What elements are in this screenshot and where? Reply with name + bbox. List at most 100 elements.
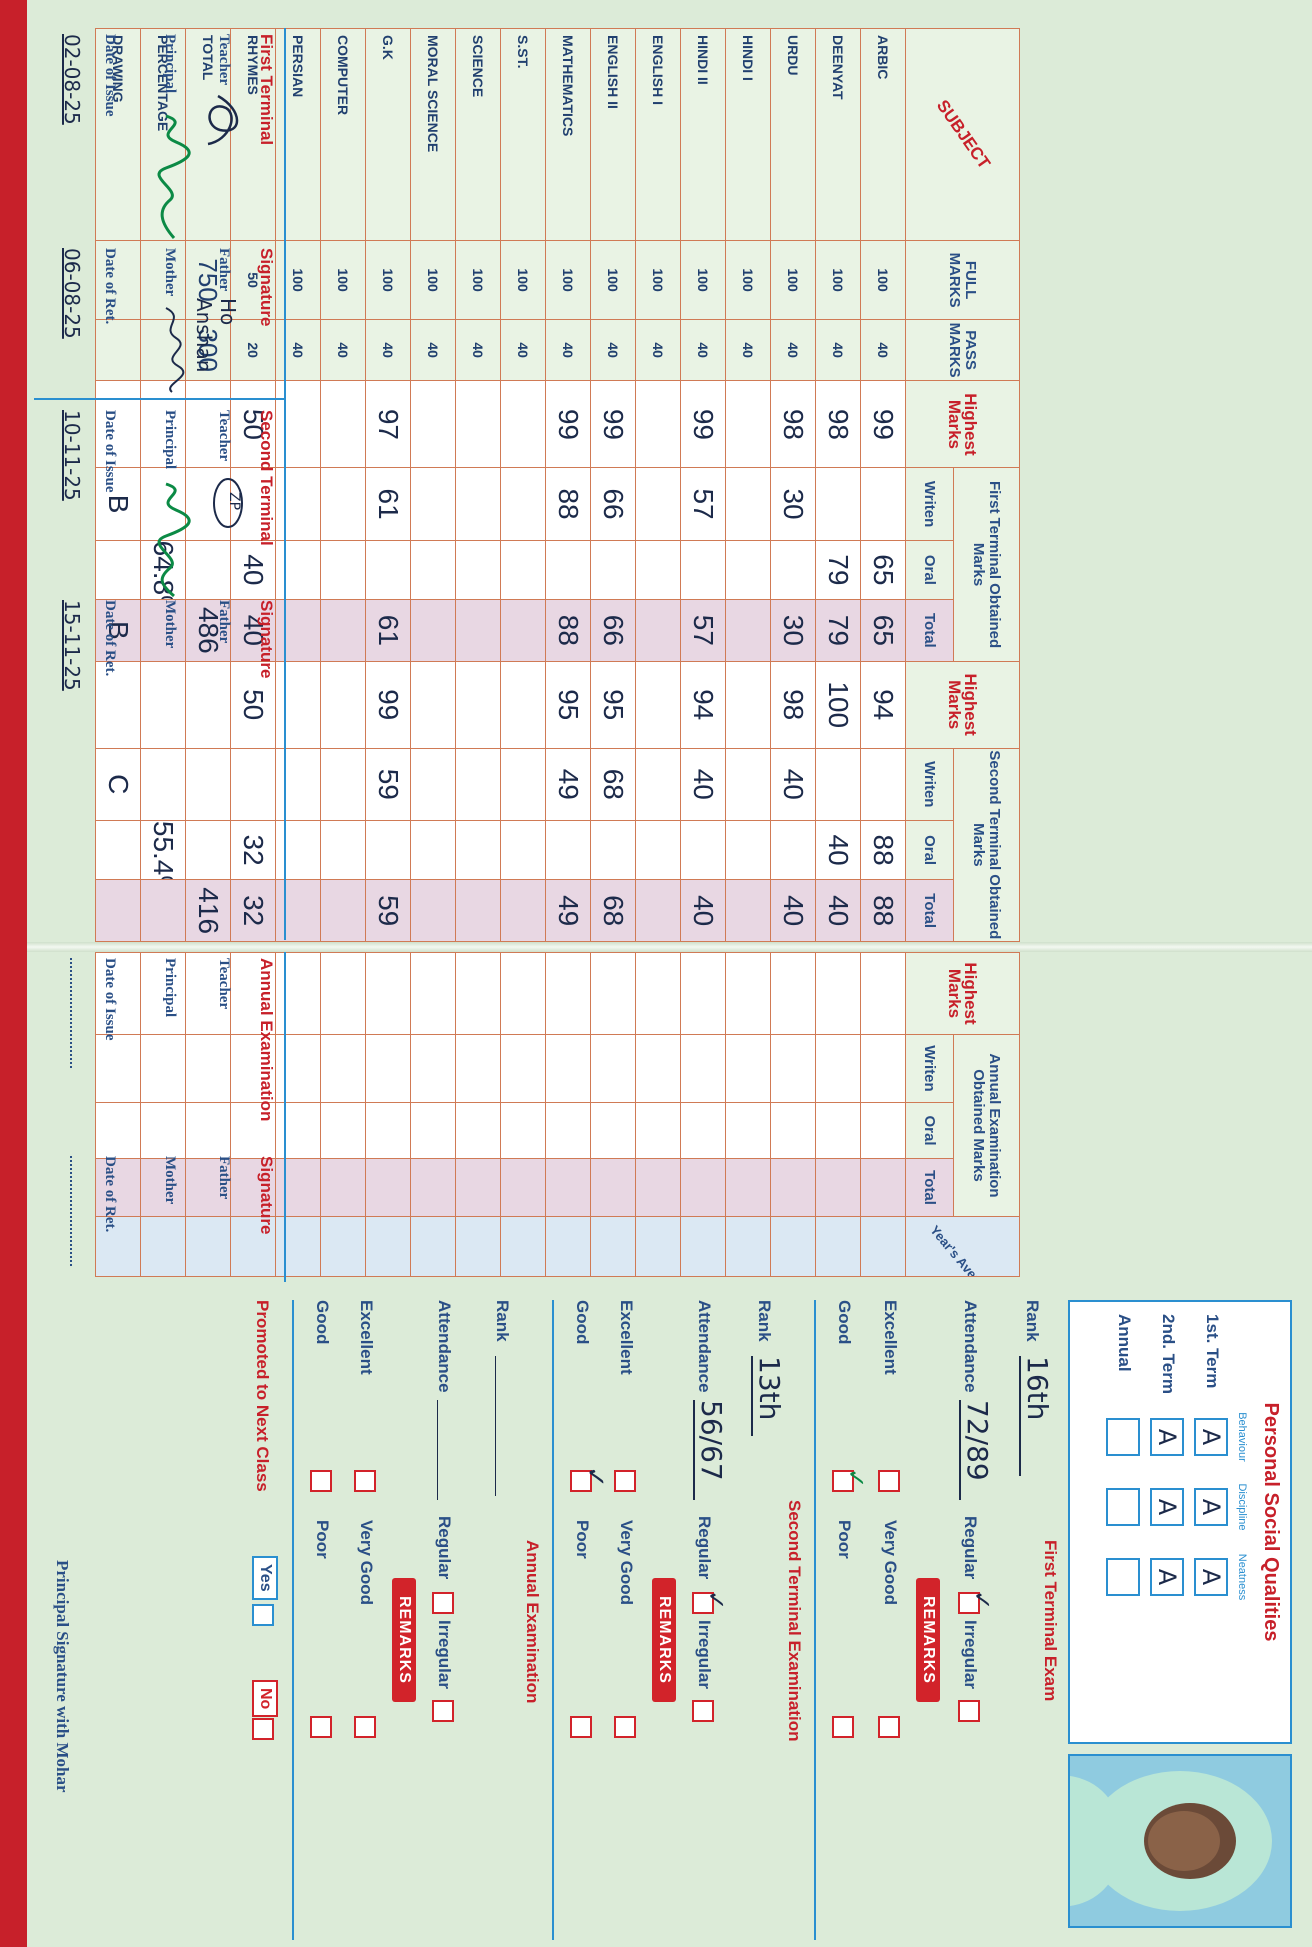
t1-highest-cell: 97 [365, 380, 411, 468]
annual-signature-section: Annual Examination Signature Teacher Fat… [34, 952, 286, 1282]
annual-highest-cell [815, 952, 861, 1035]
t1-highest-cell [725, 380, 771, 468]
first-verygood-checkbox[interactable] [878, 1716, 900, 1738]
first-irregular-checkbox[interactable] [958, 1700, 980, 1722]
t2-total-cell [455, 879, 501, 942]
subject-cell: ARBIC [860, 28, 906, 241]
t1-written-cell [500, 467, 546, 541]
second-irregular-label: Irregular [695, 1620, 714, 1689]
t1-total-cell: 65 [860, 599, 906, 662]
page-fold [22, 942, 1312, 952]
years-average-cell [635, 1216, 681, 1277]
annual-total-cell [590, 1158, 636, 1217]
first-date-issue: 02-08-25 [60, 34, 84, 125]
annual-poor-checkbox[interactable] [310, 1716, 332, 1738]
annual-written-cell [725, 1034, 771, 1103]
annual-good-checkbox[interactable] [310, 1470, 332, 1492]
second-irregular-checkbox[interactable] [692, 1700, 714, 1722]
annual-highest-cell [545, 952, 591, 1035]
years-average-cell [500, 1216, 546, 1277]
annual-total-cell [410, 1158, 456, 1217]
first-good-label: Good [835, 1300, 854, 1345]
first-remarks-badge: REMARKS [916, 1578, 940, 1702]
annual-highest-header: Highest Marks [905, 952, 1020, 1035]
full-marks-cell: 100 [770, 240, 816, 320]
annual-oral-cell [590, 1102, 636, 1159]
table-row: HINDI I 100 40 [725, 28, 771, 942]
t1-written-cell: 88 [545, 467, 591, 541]
t2-written-header: Writen [905, 748, 954, 821]
t2-written-cell: 40 [770, 748, 816, 821]
annual-excellent-checkbox[interactable] [354, 1470, 376, 1492]
t1-obtained-header: First Terminal Obtained Marks [953, 467, 1020, 662]
table-row: S.ST. 100 40 [500, 28, 546, 942]
divider [552, 1300, 554, 1940]
t1-oral-cell [455, 540, 501, 600]
first-poor-checkbox[interactable] [832, 1716, 854, 1738]
t2-oral-cell [725, 820, 771, 880]
pass-marks-cell: 40 [770, 319, 816, 381]
t2-oral-cell [410, 820, 456, 880]
t2-oral-cell [590, 820, 636, 880]
t1-oral-cell [365, 540, 411, 600]
second-teacher-signature: ZP [210, 476, 246, 530]
t2-written-cell [500, 748, 546, 821]
t2-highest-cell: 94 [680, 661, 726, 749]
table-row: SCIENCE 100 40 [455, 28, 501, 942]
annual-obtained-header: Annual Examination Obtained Marks [953, 1034, 1020, 1217]
full-marks-cell: 100 [455, 240, 501, 320]
second-poor-checkbox[interactable] [570, 1716, 592, 1738]
annual-signature-label: Signature [257, 1156, 276, 1235]
table-row [680, 952, 726, 1277]
second-rank-label: Rank [755, 1300, 774, 1342]
first-attendance-label: Attendance [961, 1300, 980, 1393]
table-row [635, 952, 681, 1277]
full-marks-cell: 100 [320, 240, 366, 320]
t2-obtained-header: Second Terminal Obtained Marks [953, 748, 1020, 942]
annual-highest-cell [680, 952, 726, 1035]
first-regular-checkmark: ✓ [968, 1590, 996, 1611]
second-date-ret: 15-11-25 [60, 600, 84, 691]
full-marks-cell: 100 [680, 240, 726, 320]
pass-marks-cell: 40 [500, 319, 546, 381]
annual-written-cell [815, 1034, 861, 1103]
annual-excellent-label: Excellent [357, 1300, 376, 1375]
first-excellent-checkbox[interactable] [878, 1470, 900, 1492]
full-marks-cell: 100 [815, 240, 861, 320]
t2-total-cell [320, 879, 366, 942]
t2-highest-cell [500, 661, 546, 749]
t2-highest-cell [635, 661, 681, 749]
subject-cell: HINDI II [680, 28, 726, 241]
quality-column-header: Behaviour [1236, 1412, 1248, 1462]
years-average-cell [545, 1216, 591, 1277]
first-mother-signature [154, 304, 190, 394]
promoted-no-checkbox[interactable] [252, 1718, 274, 1740]
qualities-title: Personal Social Qualities [1260, 1402, 1282, 1642]
t2-oral-header: Oral [905, 820, 954, 880]
subject-cell: MATHEMATICS [545, 28, 591, 241]
table-row: ENGLISH I 100 40 [635, 28, 681, 942]
pass-marks-cell: 40 [545, 319, 591, 381]
annual-oral-cell [545, 1102, 591, 1159]
annual-irregular-checkbox[interactable] [432, 1700, 454, 1722]
second-verygood-checkbox[interactable] [614, 1716, 636, 1738]
quality-grade-box: A [1194, 1488, 1228, 1526]
table-row [860, 952, 906, 1277]
annual-attendance-label: Attendance [435, 1300, 454, 1393]
quality-grade-box: A [1150, 1558, 1184, 1596]
annual-oral-cell [680, 1102, 726, 1159]
t1-oral-cell [500, 540, 546, 600]
t2-oral-cell [455, 820, 501, 880]
quality-row-label: Annual [1115, 1314, 1134, 1372]
annual-regular-checkbox[interactable] [432, 1592, 454, 1614]
second-excellent-checkbox[interactable] [614, 1470, 636, 1492]
second-regular-label: Regular [695, 1516, 714, 1580]
quality-row-label: 2nd. Term [1159, 1314, 1178, 1394]
t2-oral-cell: 40 [815, 820, 861, 880]
annual-verygood-checkbox[interactable] [354, 1716, 376, 1738]
first-date-ret: 06-08-25 [60, 248, 84, 339]
second-good-label: Good [573, 1300, 592, 1345]
t1-written-cell [455, 467, 501, 541]
t1-highest-cell: 98 [815, 380, 861, 468]
promoted-yes-checkbox[interactable] [252, 1604, 274, 1626]
